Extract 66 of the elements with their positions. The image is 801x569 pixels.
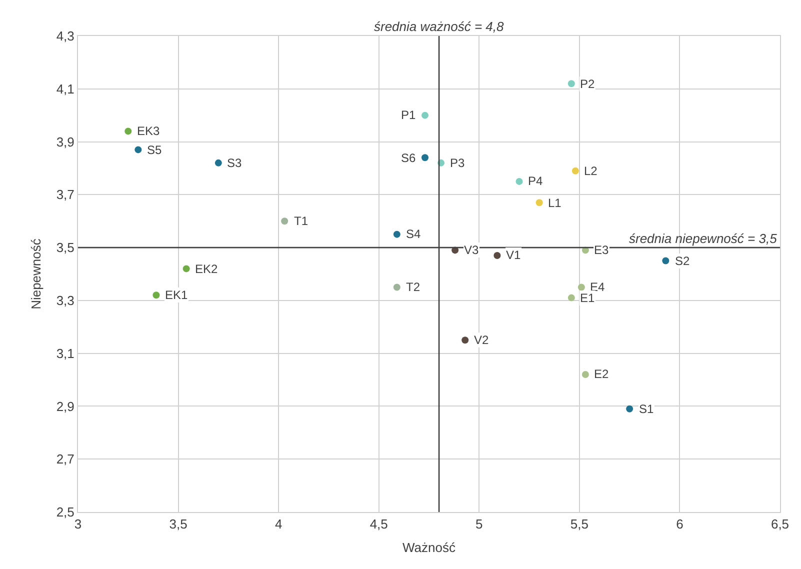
x-tick-label: 4 bbox=[274, 516, 282, 532]
point bbox=[582, 370, 589, 378]
annotation: EK1 bbox=[165, 288, 188, 302]
point bbox=[578, 284, 585, 291]
annotation: S5 bbox=[147, 143, 162, 157]
point bbox=[662, 257, 670, 264]
annotation: T1 bbox=[294, 214, 308, 228]
point bbox=[421, 154, 428, 162]
y-tick-label: 3,1 bbox=[56, 346, 74, 361]
y-tick-label: 2,5 bbox=[56, 504, 74, 520]
point bbox=[536, 199, 543, 206]
point bbox=[124, 128, 132, 135]
annotation: EK2 bbox=[195, 262, 218, 276]
y-tick-label: 3,5 bbox=[56, 240, 74, 256]
point bbox=[393, 230, 400, 238]
y-tick-label: 4,3 bbox=[56, 28, 74, 44]
point bbox=[516, 178, 523, 185]
ref-line-label: średnia ważność = 4,8 bbox=[374, 19, 504, 34]
annotation: E3 bbox=[594, 243, 610, 257]
y-axis-title: Niepewność bbox=[28, 238, 44, 310]
point bbox=[462, 336, 469, 344]
annotation: S1 bbox=[639, 402, 654, 416]
y-tick-label: 3,3 bbox=[56, 292, 74, 308]
point bbox=[626, 405, 634, 412]
point bbox=[182, 265, 190, 272]
annotation: P2 bbox=[580, 77, 596, 91]
y-tick-label: 4,1 bbox=[56, 81, 74, 96]
annotation: L2 bbox=[584, 164, 598, 178]
annotation: L1 bbox=[548, 196, 562, 210]
x-axis-title: Ważność bbox=[402, 540, 456, 556]
point bbox=[572, 167, 579, 174]
point bbox=[393, 284, 400, 291]
x-tick-label: 5 bbox=[476, 516, 483, 532]
point bbox=[494, 252, 501, 259]
x-tick-label: 5,5 bbox=[570, 516, 588, 532]
x-tick-label: 3,5 bbox=[169, 516, 188, 532]
y-tick-label: 3,9 bbox=[56, 134, 74, 150]
point bbox=[152, 292, 160, 299]
y-tick-label: 3,7 bbox=[56, 187, 74, 202]
annotation: V3 bbox=[464, 243, 480, 257]
y-tick-label: 2,7 bbox=[56, 452, 74, 467]
x-tick-label: 6,5 bbox=[770, 516, 790, 532]
point bbox=[281, 218, 288, 225]
annotation: P1 bbox=[401, 108, 416, 122]
point bbox=[214, 159, 222, 166]
annotation: E2 bbox=[594, 367, 610, 381]
x-tick-label: 6 bbox=[676, 516, 684, 532]
point bbox=[421, 112, 428, 119]
annotation: EK3 bbox=[137, 124, 160, 138]
ref-line-label: średnia niepewność = 3,5 bbox=[629, 231, 778, 246]
x-tick-label: 4,5 bbox=[370, 516, 388, 532]
x-tick-label: 3 bbox=[74, 516, 82, 532]
annotation: V1 bbox=[506, 248, 522, 262]
point bbox=[568, 80, 575, 88]
y-tick-label: 2,9 bbox=[56, 398, 74, 414]
point bbox=[568, 294, 575, 302]
annotation: S4 bbox=[406, 227, 422, 241]
annotation: T2 bbox=[406, 280, 420, 294]
annotation: P4 bbox=[528, 174, 544, 188]
annotation: S6 bbox=[401, 151, 416, 165]
annotation: S2 bbox=[675, 254, 690, 268]
annotation: P3 bbox=[450, 156, 466, 170]
point bbox=[134, 146, 142, 154]
annotation: S3 bbox=[227, 156, 242, 170]
annotation: V2 bbox=[474, 333, 490, 347]
annotation: E1 bbox=[580, 291, 596, 305]
